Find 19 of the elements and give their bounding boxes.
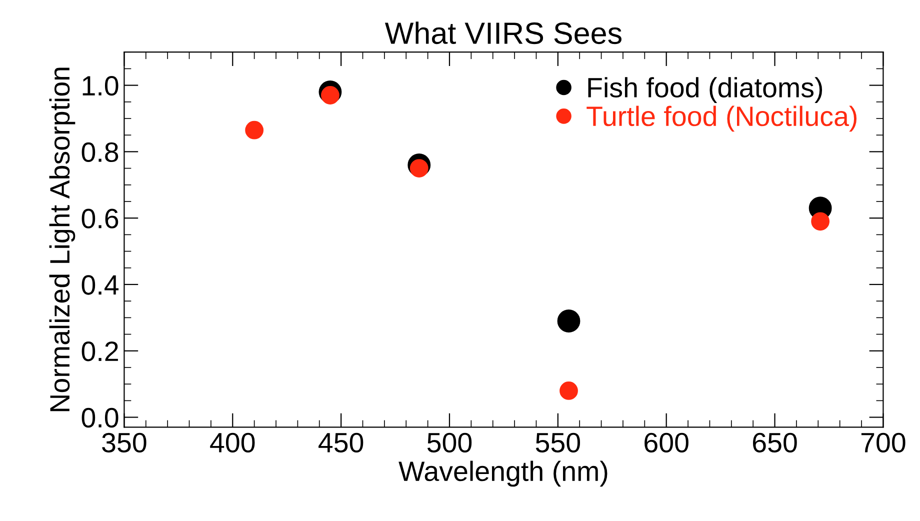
legend-label: Turtle food (Noctiluca)	[586, 106, 856, 132]
x-tick-label: 700	[861, 432, 906, 452]
y-axis-title: Normalized Light Absorption	[49, 68, 76, 412]
x-tick-label: 400	[210, 432, 255, 452]
x-tick-label: 550	[536, 432, 580, 452]
x-tick-label: 450	[318, 432, 364, 452]
y-tick-label: 1.0	[82, 76, 118, 96]
legend-label: Fish food (diatoms)	[588, 77, 822, 103]
y-tick-label: 0.2	[82, 342, 118, 362]
x-tick-label: 600	[644, 432, 688, 452]
y-tick-label: 0.6	[82, 208, 118, 228]
y-tick-label: 0.4	[82, 275, 119, 295]
y-tick-label: 0.0	[82, 408, 118, 428]
x-tick-label: 500	[427, 432, 472, 452]
y-tick-label: 0.8	[82, 142, 118, 162]
x-axis-title: Wavelength (nm)	[398, 460, 608, 487]
x-tick-label: 350	[102, 432, 146, 452]
chart-title: What VIIRS Sees	[384, 22, 622, 44]
x-tick-label: 650	[753, 432, 797, 452]
